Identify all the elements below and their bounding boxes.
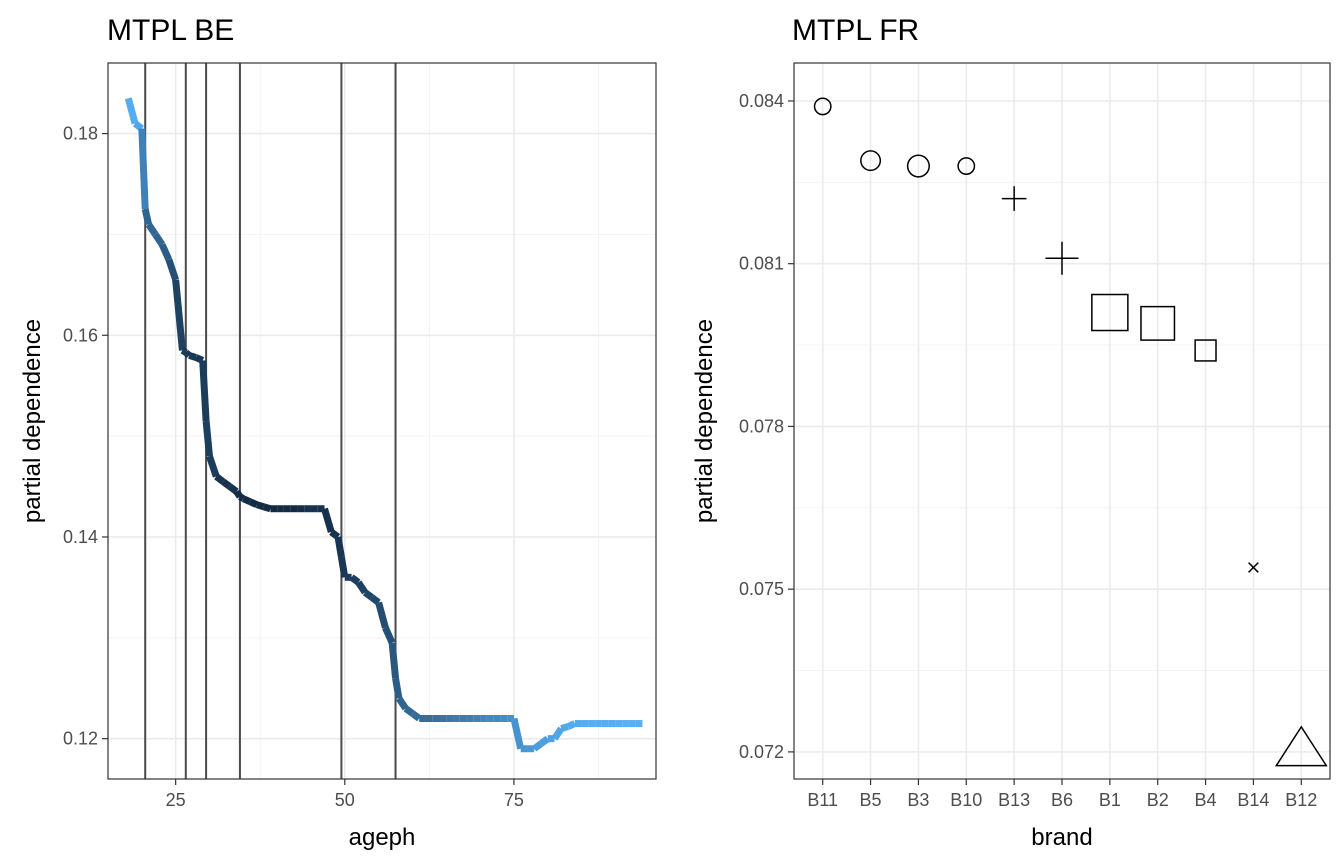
line-segment [349, 574, 361, 586]
line-segment [194, 354, 205, 364]
x-tick-label: B3 [907, 790, 929, 810]
gridlines-fr [794, 63, 1330, 779]
point-b5 [860, 150, 882, 172]
line-segment [165, 258, 179, 281]
split-lines-be [144, 63, 397, 779]
line-segment [362, 589, 374, 601]
y-axis-title-be: partial dependence [19, 319, 46, 523]
line-segment [321, 507, 335, 533]
line-segment [183, 349, 192, 359]
x-tick-label: B12 [1285, 790, 1317, 810]
x-tick-label: B13 [998, 790, 1030, 810]
panel-mtpl-fr: MTPL FR B11 B5 B3 B10 B13 B6 B1 B2 B4 B14 B12 0.07… [691, 14, 1331, 851]
gridlines-be [108, 63, 656, 779]
line-segment [227, 483, 239, 495]
line-segment [145, 222, 159, 237]
x-tick-label: B2 [1147, 790, 1169, 810]
panel-border-be [107, 62, 657, 780]
y-tick-label: 0.18 [63, 124, 98, 144]
x-axis-title-fr: brand [1031, 824, 1092, 851]
line-segment [262, 503, 272, 513]
line-segment [375, 601, 389, 629]
line-segment [510, 717, 525, 750]
line-segment [248, 498, 259, 508]
line-segment [255, 501, 265, 511]
line-segment [355, 580, 368, 595]
y-tick-label: 0.14 [63, 527, 98, 547]
line-segment [538, 735, 550, 747]
line-segment [238, 493, 246, 502]
y-tick-label: 0.078 [739, 416, 784, 436]
panel-mtpl-be: MTPL BE 25 50 75 0.12 0.14 0.16 0.18 ageph pa… [19, 14, 657, 851]
point-b10 [957, 157, 976, 175]
line-segment [369, 594, 381, 606]
x-tick-label: B14 [1237, 790, 1269, 810]
line-segment [124, 97, 139, 125]
point-b12 [1274, 725, 1328, 767]
line-segment [158, 243, 173, 262]
line-segment [141, 208, 153, 226]
line-segment [188, 352, 197, 361]
x-tick-label: 50 [335, 790, 355, 810]
y-tick-label: 0.12 [63, 729, 98, 749]
x-tick-label: B1 [1099, 790, 1121, 810]
series-points-fr [813, 97, 1328, 767]
line-segment [337, 556, 349, 578]
line-segment [329, 529, 341, 540]
point-b1 [1091, 293, 1129, 332]
point-b4 [1194, 339, 1217, 362]
x-tick-label: B4 [1195, 790, 1217, 810]
line-segment [392, 677, 403, 699]
line-segment [396, 696, 409, 711]
x-tick-label: B10 [950, 790, 982, 810]
line-segment [199, 360, 210, 422]
line-segment [138, 128, 149, 210]
x-tick-label: B11 [807, 790, 838, 810]
y-axis-title-fr: partial dependence [691, 319, 718, 523]
line-segment [220, 478, 232, 490]
line-segment [202, 420, 213, 457]
x-tick-label: 25 [166, 790, 186, 810]
x-axis-ticks-be: 25 50 75 [166, 779, 524, 810]
y-tick-label: 0.084 [739, 91, 784, 111]
y-tick-label: 0.16 [63, 325, 98, 345]
x-axis-ticks-fr: B11 B5 B3 B10 B13 B6 B1 B2 B4 B14 B12 [807, 779, 1317, 810]
point-b11 [813, 97, 832, 116]
x-tick-label: 75 [504, 790, 524, 810]
line-segment [560, 723, 570, 732]
point-b13 [1001, 186, 1027, 211]
line-segment [152, 232, 166, 247]
x-axis-title-be: ageph [349, 824, 416, 851]
chart-title-fr: MTPL FR [792, 14, 919, 47]
line-segment [233, 489, 243, 499]
y-tick-label: 0.081 [739, 254, 784, 274]
series-line-be [124, 97, 643, 753]
x-tick-label: B5 [860, 790, 882, 810]
line-segment [241, 495, 252, 505]
line-segment [172, 279, 186, 351]
line-segment [566, 720, 577, 730]
line-segment [532, 740, 544, 752]
line-segment [334, 536, 345, 558]
line-segment [388, 642, 400, 679]
line-segment [180, 347, 188, 356]
line-segment [403, 705, 415, 717]
line-segment [214, 473, 226, 485]
chart-title-be: MTPL BE [107, 14, 234, 47]
line-segment [382, 626, 396, 645]
y-tick-label: 0.072 [739, 742, 784, 762]
point-b2 [1140, 305, 1176, 341]
x-tick-label: B6 [1051, 790, 1073, 810]
line-segment [132, 120, 144, 132]
point-b3 [906, 154, 930, 178]
point-b14 [1248, 562, 1259, 573]
line-segment [206, 455, 220, 478]
y-axis-ticks-be: 0.12 0.14 0.16 0.18 [63, 124, 108, 749]
y-axis-ticks-fr: 0.072 0.075 0.078 0.081 0.084 [739, 91, 794, 762]
y-tick-label: 0.075 [739, 579, 784, 599]
line-segment [551, 726, 565, 741]
point-b6 [1045, 241, 1079, 275]
line-segment [410, 710, 422, 722]
